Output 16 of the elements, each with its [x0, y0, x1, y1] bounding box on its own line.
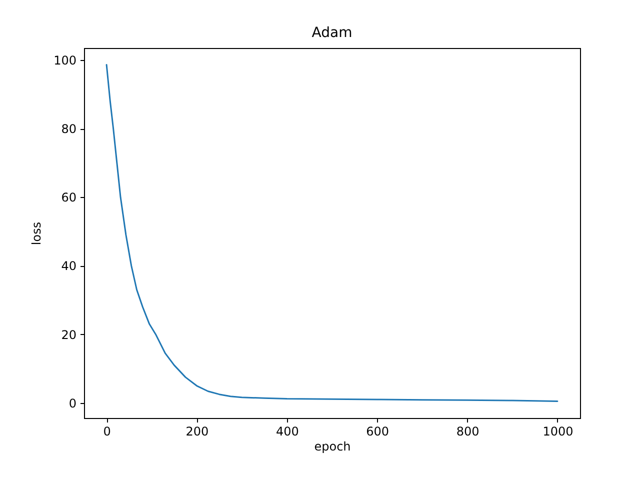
y-tick-label: 100 — [54, 54, 76, 68]
x-tick-label: 800 — [456, 424, 480, 438]
x-tick-label: 1000 — [542, 424, 574, 438]
chart-title: Adam — [312, 25, 352, 41]
line-series — [106, 64, 558, 402]
y-tick-label: 60 — [61, 190, 76, 205]
y-tick-label: 20 — [61, 328, 76, 342]
y-axis-title: loss — [30, 222, 44, 246]
y-tick-label: 0 — [68, 396, 76, 410]
x-tick-label: 0 — [103, 424, 111, 438]
x-axis-title: epoch — [314, 440, 351, 454]
x-tick-label: 200 — [186, 424, 209, 438]
x-tick-label: 600 — [366, 424, 390, 438]
x-tick-label: 400 — [276, 424, 299, 438]
y-tick-label: 40 — [61, 259, 76, 274]
y-tick-label: 80 — [61, 122, 76, 136]
